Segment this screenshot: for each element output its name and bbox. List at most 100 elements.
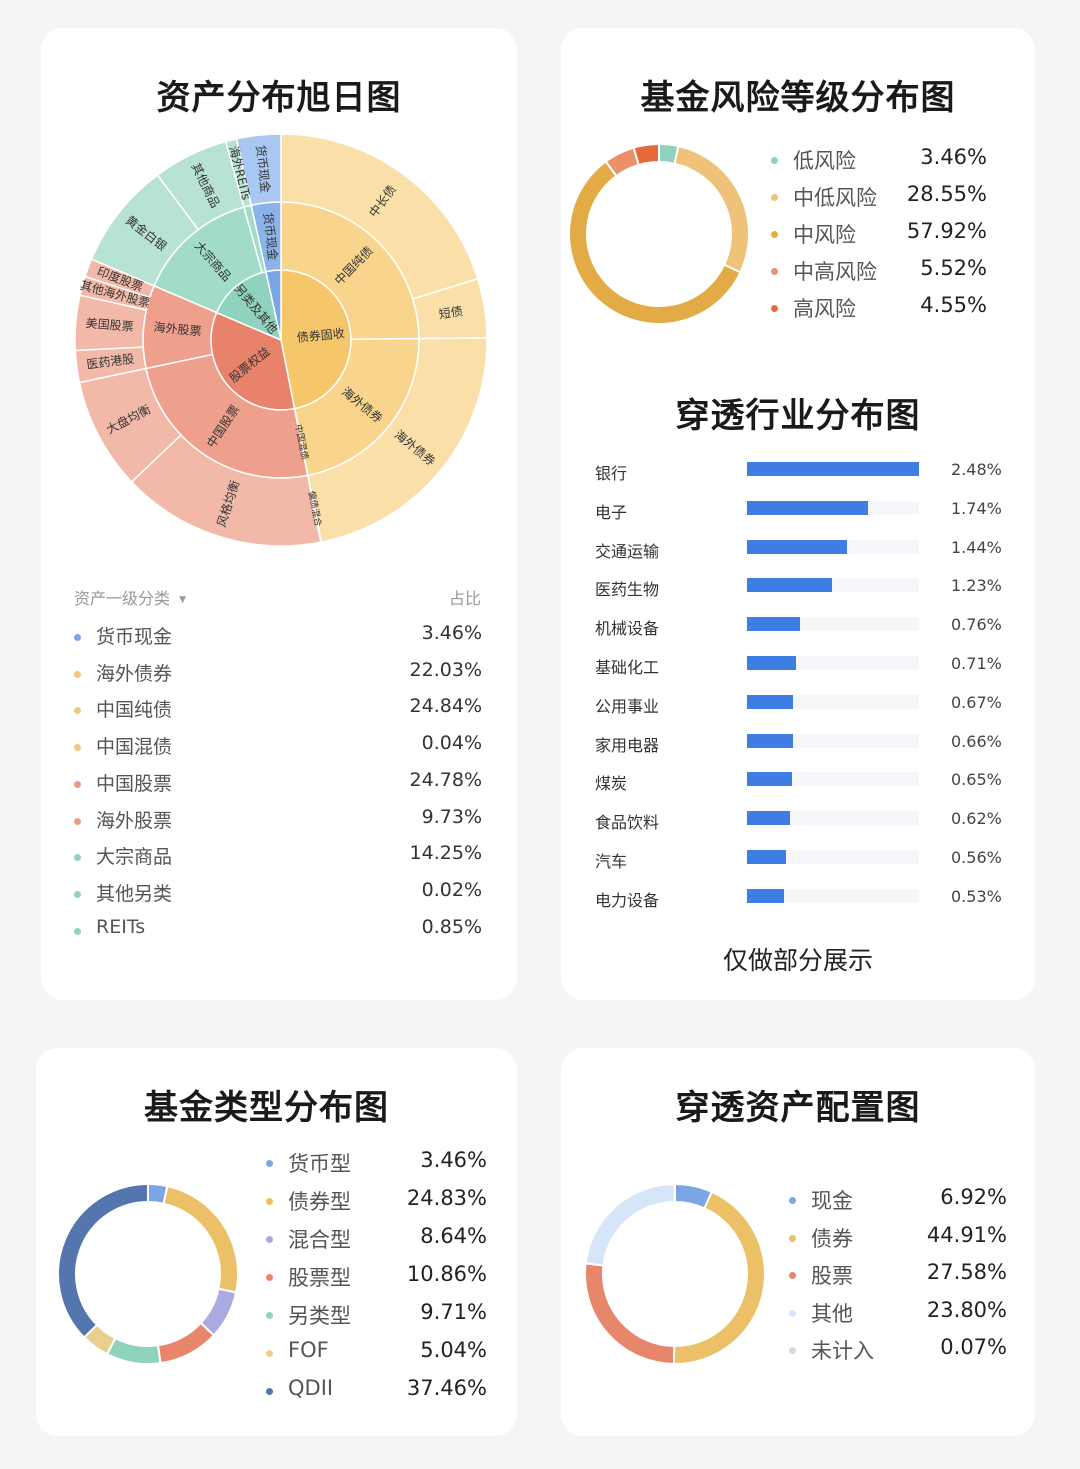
legend-item[interactable]: 低风险 3.46% [771,145,987,175]
legend-item[interactable]: 股票型 10.86% [266,1262,487,1292]
legend-label: 低风险 [793,149,856,173]
legend-item[interactable]: 中风险 57.92% [771,219,987,249]
legend-value: 0.07% [940,1335,1007,1359]
legend-label: 货币现金 [96,626,173,648]
legend-item[interactable]: 货币型 3.46% [266,1148,487,1178]
legend-dot-icon [74,634,81,641]
industry-bar-value: 0.67% [951,692,1002,712]
legend-item[interactable]: 现金 6.92% [789,1185,1007,1215]
donut-slice-另类型[interactable] [105,1336,162,1365]
legend-dot-icon [74,780,81,788]
asset-alloc-donut-chart[interactable] [584,1182,766,1366]
legend-value: 14.25% [409,842,482,865]
legend-dot-icon [789,1347,796,1354]
donut-slice-股票[interactable] [584,1262,676,1366]
industry-bar [747,500,868,515]
legend-value: 0.02% [421,878,482,901]
legend-label: QDII [288,1376,334,1400]
risk-legend: 低风险 3.46% 中低风险 28.55% 中风险 57.92% 中高风险 5.52% 高风险 4… [771,145,987,330]
donut-slice-QDII[interactable] [57,1182,149,1339]
industry-bar-row[interactable]: 电力设备 0.53% [595,887,1005,913]
legend-value: 3.46% [421,622,482,644]
industry-bar-row[interactable]: 银行 2.48% [595,460,1005,486]
risk-industry-card: 基金风险等级分布图 低风险 3.46% 中低风险 28.55% 中风险 57.92% 中高风… [561,28,1035,1000]
industry-bar-row[interactable]: 医药生物 1.23% [595,576,1005,602]
legend-value: 44.91% [926,1222,1007,1247]
industry-bar-row[interactable]: 交通运输 1.44% [595,538,1005,564]
asset-alloc-legend: 现金 6.92% 债券 44.91% 股票 27.58% 其他 23.80% 未计入 0.07% [789,1185,1007,1385]
legend-value: 22.03% [409,658,482,681]
legend-label: 中风险 [793,223,856,247]
industry-category-label: 电子 [595,502,628,522]
legend-dot-icon [771,157,778,164]
industry-bar-track [747,578,919,593]
industry-bar [747,850,786,864]
industry-bar-row[interactable]: 公用事业 0.67% [595,693,1005,719]
legend-item[interactable]: 未计入 0.07% [789,1335,1007,1365]
industry-bar-track [747,500,919,515]
legend-label: 海外股票 [96,809,173,832]
legend-item[interactable]: FOF 5.04% [266,1338,487,1368]
legend-dot-icon [771,268,778,275]
sunburst-segment-label: 货币现金 [261,212,281,261]
legend-item[interactable]: 股票 27.58% [789,1260,1007,1290]
legend-item[interactable]: 中高风险 5.52% [771,256,987,286]
legend-value: 27.58% [926,1260,1007,1284]
legend-value: 0.04% [421,732,482,755]
legend-item[interactable]: 中国股票 24.78% [74,769,482,799]
legend-item[interactable]: 债券 44.91% [789,1223,1007,1253]
sunburst-segment-label: 医药港股 [86,352,135,372]
industry-bar-row[interactable]: 食品饮料 0.62% [595,809,1005,835]
sunburst-card: 资产分布旭日图 债券固收 股票权益 另类及其他 中国纯债 海外债券 中国混债 中国股票 海外股… [41,28,517,1000]
legend-item[interactable]: 海外股票 9.73% [74,806,482,836]
legend-item[interactable]: 混合型 8.64% [266,1224,487,1254]
legend-item[interactable]: 大宗商品 14.25% [74,842,482,872]
legend-item[interactable]: 债券型 24.83% [266,1186,487,1216]
legend-item[interactable]: QDII 37.46% [266,1376,487,1406]
industry-bar [747,578,833,593]
legend-value: 28.55% [906,182,987,206]
legend-label: REITs [96,915,146,938]
donut-slice-其他[interactable] [584,1182,676,1267]
legend-label: 货币型 [288,1152,351,1176]
legend-item[interactable]: 另类型 9.71% [266,1300,487,1330]
legend-value: 10.86% [406,1262,487,1286]
legend-item[interactable]: REITs 0.85% [74,916,482,946]
donut-slice-中低风险[interactable] [673,144,750,274]
legend-item[interactable]: 中低风险 28.55% [771,182,987,212]
legend-item[interactable]: 海外债券 22.03% [74,659,482,689]
legend-label: 其他 [811,1301,853,1326]
industry-bar-value: 0.71% [951,654,1002,673]
legend-value: 3.46% [420,1148,487,1172]
donut-slice-债券型[interactable] [162,1184,239,1294]
industry-bar-row[interactable]: 煤炭 0.65% [595,770,1005,796]
donut-slice-高风险[interactable] [632,142,660,167]
industry-bar-row[interactable]: 电子 1.74% [595,499,1005,525]
industry-bar [747,462,919,476]
industry-bar-value: 0.56% [951,848,1002,867]
legend-value: 9.71% [420,1300,487,1324]
legend-value: 37.46% [406,1376,487,1400]
legend-item[interactable]: 中国纯债 24.84% [74,695,482,725]
industry-category-label: 汽车 [595,852,628,871]
risk-donut-chart[interactable] [568,142,750,325]
legend-item[interactable]: 高风险 4.55% [771,293,987,323]
industry-bar-track [747,694,919,709]
legend-item[interactable]: 其他另类 0.02% [74,879,482,909]
legend-item[interactable]: 其他 23.80% [789,1298,1007,1328]
industry-bar-row[interactable]: 家用电器 0.66% [595,732,1005,758]
donut-slice-股票型[interactable] [156,1321,216,1365]
sunburst-chart[interactable]: 债券固收股票权益另类及其他中国纯债海外债券中国混债中国股票海外股票大宗商品货币现… [41,128,517,568]
industry-bar-row[interactable]: 机械设备 0.76% [595,615,1005,641]
legend-label: 高风险 [793,297,856,321]
industry-bar-row[interactable]: 汽车 0.56% [595,848,1005,874]
industry-category-label: 银行 [595,464,628,483]
legend-item[interactable]: 货币现金 3.46% [74,622,482,652]
industry-bar [747,617,800,632]
fund-type-donut-chart[interactable] [57,1182,239,1365]
industry-bar-row[interactable]: 基础化工 0.71% [595,654,1005,680]
legend-item[interactable]: 中国混债 0.04% [74,732,482,762]
sunburst-outer-segment[interactable] [235,133,282,207]
donut-slice-债券[interactable] [672,1190,766,1365]
legend-header-category[interactable]: 资产一级分类 ▼ [74,585,186,609]
